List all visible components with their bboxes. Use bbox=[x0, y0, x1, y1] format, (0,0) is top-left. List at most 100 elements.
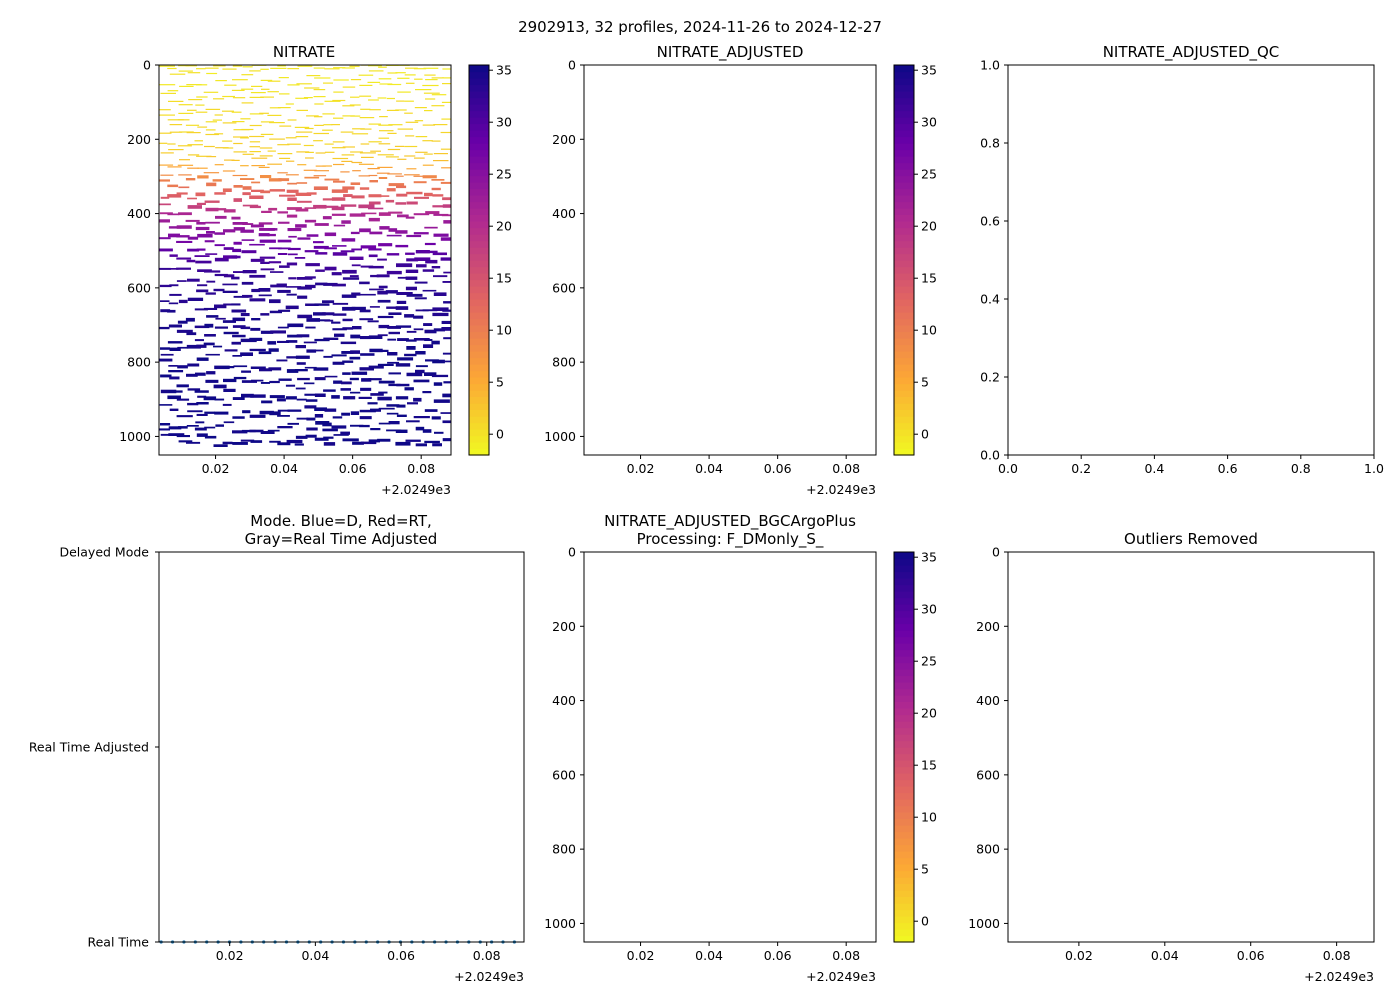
nitrate-sample bbox=[369, 109, 381, 111]
nitrate-sample bbox=[249, 135, 265, 138]
nitrate-sample bbox=[167, 213, 180, 216]
panel-nitrate-adjusted: NITRATE_ADJUSTED 0.02 0.04 0.06 0.08 020040… bbox=[544, 43, 937, 497]
colorbar-segment bbox=[894, 883, 914, 891]
nitrate-sample bbox=[431, 105, 445, 107]
nitrate-sample bbox=[351, 195, 365, 199]
y-tick-label: 0.8 bbox=[980, 136, 1000, 151]
colorbar-segment bbox=[469, 195, 489, 203]
nitrate-sample bbox=[313, 186, 328, 190]
nitrate-sample bbox=[332, 147, 346, 149]
nitrate-sample bbox=[378, 195, 390, 197]
nitrate-sample bbox=[368, 248, 382, 251]
nitrate-sample bbox=[368, 207, 384, 210]
nitrate-sample bbox=[305, 284, 316, 289]
nitrate-sample bbox=[277, 289, 291, 293]
nitrate-sample bbox=[333, 67, 346, 69]
nitrate-sample bbox=[176, 240, 193, 243]
nitrate-sample bbox=[249, 348, 266, 352]
colorbar-segment bbox=[894, 909, 914, 917]
nitrate-sample bbox=[397, 338, 409, 341]
nitrate-sample bbox=[285, 305, 299, 310]
nitrate-sample bbox=[332, 252, 348, 256]
nitrate-sample bbox=[223, 421, 235, 424]
nitrate-sample bbox=[176, 257, 192, 260]
colorbar-tick-label: 20 bbox=[921, 219, 937, 234]
colorbar-segment bbox=[894, 610, 914, 618]
nitrate-sample bbox=[333, 434, 349, 436]
nitrate-sample bbox=[231, 111, 242, 113]
nitrate-sample bbox=[267, 429, 280, 432]
colorbar-tick-label: 35 bbox=[921, 550, 937, 565]
nitrate-sample bbox=[187, 278, 200, 282]
colorbar-segment bbox=[469, 78, 489, 86]
nitrate-sample bbox=[324, 319, 334, 322]
colorbar-segment bbox=[894, 851, 914, 859]
nitrate-sample bbox=[197, 233, 213, 238]
nitrate-sample bbox=[296, 131, 313, 133]
colorbar-segment bbox=[894, 422, 914, 430]
y-axis-nitrate-adjusted-qc: 0.0 0.2 0.4 0.6 0.8 1.0 bbox=[980, 58, 1008, 463]
x-tick-label: 0.06 bbox=[387, 948, 415, 963]
nitrate-sample bbox=[261, 210, 272, 213]
nitrate-sample bbox=[404, 387, 414, 391]
nitrate-sample bbox=[358, 74, 374, 76]
colorbar-segment bbox=[894, 805, 914, 813]
nitrate-sample bbox=[304, 393, 315, 396]
nitrate-sample bbox=[377, 290, 388, 295]
colorbar-segment bbox=[894, 117, 914, 125]
nitrate-sample bbox=[287, 143, 301, 145]
nitrate-sample bbox=[159, 84, 176, 86]
nitrate-sample bbox=[405, 439, 421, 442]
nitrate-sample bbox=[185, 124, 200, 126]
nitrate-sample bbox=[359, 95, 372, 97]
colorbar-segment bbox=[894, 714, 914, 722]
nitrate-sample bbox=[296, 109, 308, 111]
nitrate-sample bbox=[323, 442, 336, 446]
nitrate-sample bbox=[350, 424, 364, 427]
nitrate-sample bbox=[314, 124, 324, 126]
x-axis-nitrate-adjusted-qc: 0.0 0.2 0.4 0.6 0.8 1.0 bbox=[998, 455, 1384, 476]
nitrate-sample bbox=[303, 341, 317, 344]
nitrate-sample bbox=[205, 353, 220, 356]
nitrate-sample bbox=[377, 349, 389, 352]
nitrate-sample bbox=[414, 120, 424, 122]
nitrate-sample bbox=[222, 110, 234, 112]
nitrate-sample bbox=[406, 293, 423, 297]
nitrate-sample bbox=[324, 266, 337, 271]
nitrate-sample bbox=[367, 320, 379, 323]
nitrate-sample bbox=[331, 213, 346, 216]
nitrate-sample bbox=[405, 135, 415, 137]
nitrate-sample bbox=[258, 233, 270, 237]
nitrate-sample bbox=[350, 96, 360, 98]
colorbar-segment bbox=[894, 136, 914, 144]
nitrate-sample bbox=[231, 309, 247, 313]
nitrate-sample bbox=[342, 372, 351, 375]
nitrate-sample bbox=[232, 325, 246, 328]
nitrate-sample bbox=[350, 151, 363, 153]
nitrate-sample bbox=[405, 82, 415, 84]
nitrate-sample bbox=[259, 147, 273, 149]
colorbar-segment bbox=[894, 292, 914, 300]
nitrate-sample bbox=[431, 77, 444, 79]
nitrate-sample bbox=[406, 372, 423, 377]
nitrate-sample bbox=[287, 422, 299, 425]
y-axis-bgcargoplus: 0 200 400 600 800 1000 bbox=[544, 545, 584, 931]
nitrate-sample bbox=[313, 140, 323, 142]
axes-frame-outliers-removed bbox=[1007, 551, 1375, 943]
y-tick-label: 800 bbox=[552, 355, 576, 370]
nitrate-sample bbox=[249, 429, 264, 433]
nitrate-sample bbox=[397, 91, 411, 93]
nitrate-sample bbox=[242, 410, 251, 414]
nitrate-sample bbox=[323, 82, 333, 84]
colorbar-tick-label: 5 bbox=[921, 375, 929, 390]
nitrate-sample bbox=[288, 277, 297, 280]
nitrate-sample bbox=[196, 433, 208, 437]
nitrate-sample bbox=[361, 378, 372, 382]
nitrate-sample bbox=[186, 84, 202, 86]
nitrate-sample bbox=[396, 414, 407, 417]
nitrate-sample bbox=[287, 68, 300, 70]
nitrate-sample bbox=[341, 238, 356, 242]
nitrate-sample bbox=[440, 237, 451, 241]
nitrate-sample bbox=[213, 98, 225, 100]
panel-nitrate-adjusted-qc: NITRATE_ADJUSTED_QC 0.0 0.2 0.4 0.6 0.8 1.0 0… bbox=[980, 43, 1384, 476]
